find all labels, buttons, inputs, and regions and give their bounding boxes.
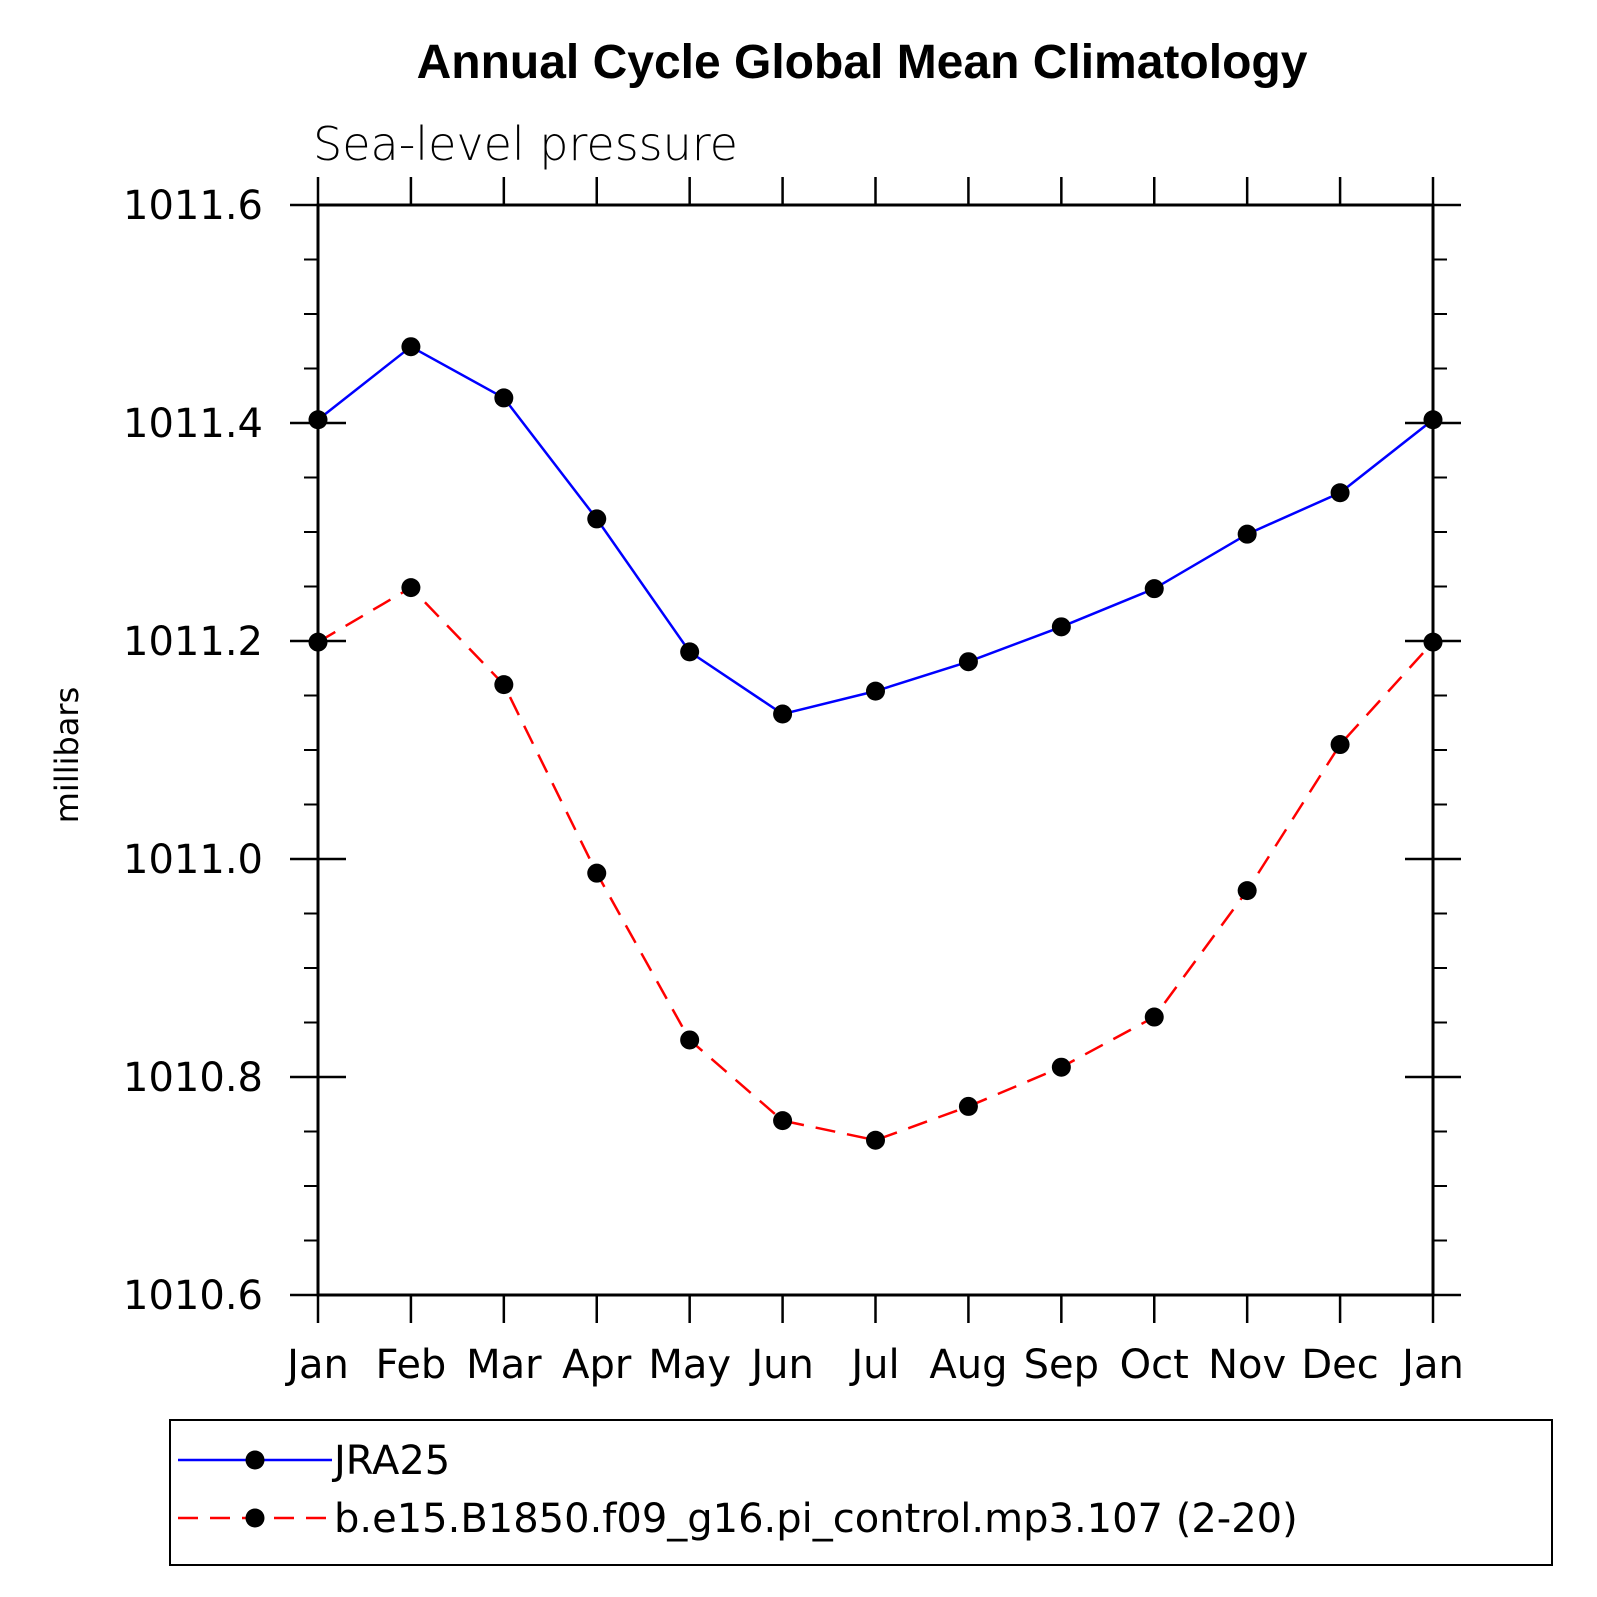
x-tick-label: Dec <box>1301 1342 1378 1388</box>
series-1 <box>308 337 1443 724</box>
legend-marker-2 <box>245 1508 265 1528</box>
series-2-point <box>1423 632 1443 652</box>
series-1-point <box>587 509 607 529</box>
series-2-point <box>866 1130 885 1150</box>
series-2 <box>308 578 1443 1150</box>
series-2-point <box>1237 881 1257 901</box>
y-tick-label: 1011.0 <box>123 837 263 883</box>
series-2-point <box>401 578 421 598</box>
series-2-point <box>308 632 328 652</box>
series-2-point <box>1051 1057 1071 1077</box>
series-1-point <box>680 642 700 662</box>
series-line-1 <box>317 345 1434 716</box>
axes: 1010.6 1010.8 1011.0 1011.2 1011.4 1011.6 Jan F… <box>123 177 1464 1388</box>
series-2-point <box>680 1030 700 1050</box>
y-tick-label: 1010.8 <box>123 1055 263 1101</box>
series-2-point <box>494 675 514 695</box>
legend-label-2: b.e15.B1850.f09_g16.pi_control.mp3.107 (… <box>334 1496 1298 1542</box>
y-axis-label: millibars <box>48 687 86 823</box>
series-line-2 <box>317 586 1434 1142</box>
series-1-point <box>1330 483 1350 503</box>
series-2-point <box>587 863 607 883</box>
series-1-point <box>866 681 885 701</box>
x-tick-label: May <box>648 1342 731 1388</box>
x-tick-label: Jul <box>848 1342 899 1388</box>
y-tick-label: 1010.6 <box>123 1273 263 1319</box>
x-tick-label: Sep <box>1024 1342 1099 1388</box>
x-tick-label: Apr <box>562 1342 632 1388</box>
series-1-point <box>1237 524 1257 544</box>
x-tick-label: Mar <box>466 1342 542 1388</box>
series-1-point <box>401 337 421 357</box>
y-tick-label: 1011.6 <box>123 183 263 229</box>
chart-title: Annual Cycle Global Mean Climatology <box>417 36 1308 89</box>
legend-label-1: JRA25 <box>331 1438 450 1484</box>
series-2-point <box>1144 1007 1164 1027</box>
series-1-point <box>1144 579 1164 599</box>
series-2-point <box>773 1111 793 1131</box>
series-1-point <box>773 704 793 724</box>
legend: JRA25 b.e15.B1850.f09_g16.pi_control.mp3.… <box>178 1438 1298 1542</box>
chart-subtitle: Sea-level pressure <box>313 117 738 171</box>
x-tick-label: Oct <box>1120 1342 1189 1388</box>
x-tick-label: Aug <box>929 1342 1007 1388</box>
x-tick-label: Jan <box>284 1342 349 1388</box>
series-1-point <box>308 410 328 430</box>
series-1-point <box>958 652 978 672</box>
y-tick-label: 1011.4 <box>123 401 263 447</box>
x-tick-label: Nov <box>1208 1342 1286 1388</box>
x-tick-label: Jun <box>748 1342 814 1388</box>
legend-marker-1 <box>245 1450 265 1470</box>
series-2-point <box>958 1096 978 1116</box>
legend-box <box>169 1419 1553 1566</box>
series-layer <box>308 337 1443 1150</box>
series-2-point <box>1330 735 1350 755</box>
series-1-point <box>1423 410 1443 430</box>
x-tick-label: Jan <box>1399 1342 1464 1388</box>
series-1-point <box>494 388 514 408</box>
y-tick-label: 1011.2 <box>123 619 263 665</box>
x-tick-label: Feb <box>376 1342 447 1388</box>
series-1-point <box>1051 617 1071 637</box>
